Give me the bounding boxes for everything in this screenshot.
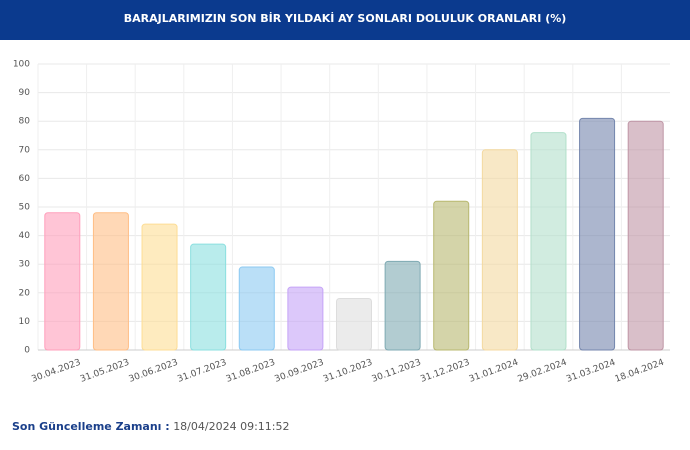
y-tick-label: 100 <box>13 60 30 70</box>
x-tick-label: 31.12.2023 <box>419 358 471 385</box>
x-tick-label: 29.02.2024 <box>516 358 568 385</box>
y-tick-label: 20 <box>19 288 31 298</box>
bar <box>530 132 567 351</box>
footer-label: Son Güncelleme Zamanı : <box>12 420 170 433</box>
bar <box>238 266 275 351</box>
bar <box>384 260 421 351</box>
y-tick-label: 10 <box>19 317 31 327</box>
y-tick-label: 90 <box>19 88 31 98</box>
y-tick-label: 70 <box>19 145 31 155</box>
x-tick-label: 31.03.2024 <box>565 358 617 385</box>
footer-value: 18/04/2024 09:11:52 <box>173 420 290 433</box>
bar <box>335 298 373 351</box>
y-tick-label: 30 <box>19 260 31 270</box>
chart-title: BARAJLARIMIZIN SON BİR YILDAKİ AY SONLAR… <box>0 0 690 40</box>
x-tick-label: 18.04.2024 <box>614 358 666 385</box>
x-tick-label: 31.10.2023 <box>322 358 374 385</box>
bar <box>92 212 129 351</box>
chart: 0 10 20 30 40 50 60 70 80 90 100 30.04.202331.05.20… <box>13 60 670 385</box>
y-tick-label: 50 <box>19 203 31 213</box>
x-tick-label: 30.09.2023 <box>273 358 325 385</box>
y-tick-label: 60 <box>19 174 31 184</box>
bar <box>44 212 81 351</box>
bar <box>579 117 616 351</box>
y-tick-label: 40 <box>19 231 31 241</box>
y-tick-label: 0 <box>24 346 30 356</box>
bar <box>190 243 227 351</box>
x-tick-label: 31.08.2023 <box>225 358 277 385</box>
bar <box>481 149 518 351</box>
x-tick-label: 31.07.2023 <box>176 358 228 385</box>
x-tick-label: 31.01.2024 <box>468 358 520 385</box>
y-tick-label: 80 <box>19 117 31 127</box>
x-tick-label: 31.05.2023 <box>79 358 131 385</box>
x-tick-label: 30.06.2023 <box>128 358 180 385</box>
bar <box>627 120 664 351</box>
bar <box>433 200 470 351</box>
x-tick-label: 30.11.2023 <box>371 358 423 385</box>
footer: Son Güncelleme Zamanı : 18/04/2024 09:11… <box>12 420 290 433</box>
x-tick-label: 30.04.2023 <box>30 358 82 385</box>
bar <box>141 223 178 351</box>
bar <box>287 286 324 351</box>
